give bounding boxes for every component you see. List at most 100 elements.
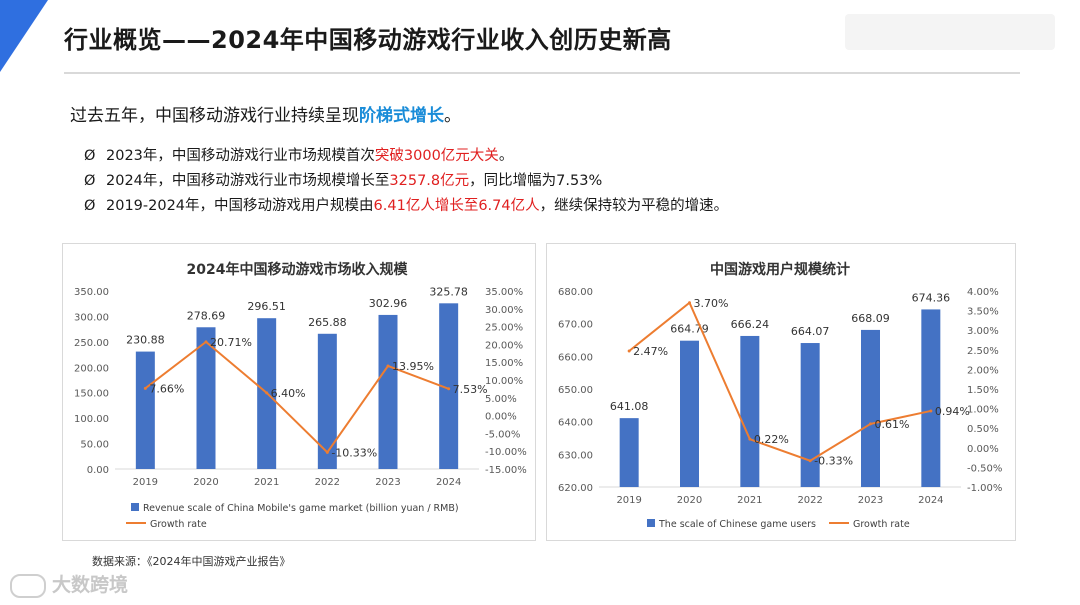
bar-value-label: 296.51 xyxy=(247,300,286,313)
y-tick-label: 150.00 xyxy=(74,389,109,400)
bullet-marker: Ø xyxy=(84,148,96,164)
watermark: 大数跨境 xyxy=(10,570,128,598)
y2-tick-label: 3.00% xyxy=(967,326,999,337)
bar-value-label: 265.88 xyxy=(308,316,347,329)
y2-tick-label: 5.00% xyxy=(485,394,517,405)
bar xyxy=(861,329,880,487)
legend-line-label: Growth rate xyxy=(150,519,207,530)
y2-tick-label: 15.00% xyxy=(485,358,523,369)
growth-rate-point xyxy=(748,437,752,441)
bar-value-label: 302.96 xyxy=(369,297,408,310)
bar xyxy=(439,303,459,469)
y-tick-label: 100.00 xyxy=(74,414,109,425)
bar xyxy=(680,340,699,487)
y-tick-label: 300.00 xyxy=(74,312,109,323)
growth-rate-label: 0.61% xyxy=(875,418,910,431)
bar-value-label: 230.88 xyxy=(126,334,165,347)
bar-value-label: 666.24 xyxy=(731,318,770,331)
growth-rate-label: 2.47% xyxy=(633,345,668,358)
growth-rate-point xyxy=(143,386,147,390)
watermark-logo-icon xyxy=(10,573,46,598)
bullet-list: Ø 2023年，中国移动游戏行业市场规模首次突破3000亿元大关。 Ø 2024年，中… xyxy=(84,144,728,219)
bullet-item: Ø 2019-2024年，中国移动游戏用户规模由6.41亿人增长至6.74亿人，继… xyxy=(84,194,728,219)
bullet-text: 2024年，中国移动游戏行业市场规模增长至 xyxy=(106,173,390,189)
y2-tick-label: 4.00% xyxy=(967,287,999,298)
y2-tick-label: 0.00% xyxy=(967,444,999,455)
y-tick-label: 350.00 xyxy=(74,287,109,298)
revenue-chart-panel: 2024年中国移动游戏市场收入规模 0.00 50.00 100.00 150.00 20… xyxy=(62,243,536,541)
y2-tick-label: 3.50% xyxy=(967,307,999,318)
chart-title: 2024年中国移动游戏市场收入规模 xyxy=(187,261,409,278)
y-tick-label: 200.00 xyxy=(74,363,109,374)
bullet-text: ，同比增幅为7.53% xyxy=(469,173,603,189)
y-tick-label: 630.00 xyxy=(558,450,593,461)
bullet-item: Ø 2024年，中国移动游戏行业市场规模增长至3257.8亿元，同比增幅为7.53… xyxy=(84,169,728,194)
blurred-logo-area xyxy=(845,14,1055,50)
y2-tick-label: -10.00% xyxy=(485,447,527,458)
x-tick-label: 2024 xyxy=(436,477,461,488)
growth-rate-line xyxy=(628,301,932,462)
growth-rate-label: 13.95% xyxy=(392,360,434,373)
bullet-text: 2023年，中国移动游戏行业市场规模首次 xyxy=(106,148,375,164)
x-tick-label: 2020 xyxy=(677,495,702,506)
y-tick-label: 640.00 xyxy=(558,418,593,429)
y2-tick-label: 2.00% xyxy=(967,365,999,376)
x-tick-label: 2023 xyxy=(375,477,400,488)
bar-value-label: 641.08 xyxy=(610,400,649,413)
bar xyxy=(740,335,760,487)
chart-title: 中国游戏用户规模统计 xyxy=(710,261,850,278)
growth-rate-line xyxy=(144,340,450,454)
y-tick-label: 250.00 xyxy=(74,338,109,349)
x-tick-label: 2023 xyxy=(858,495,883,506)
legend-bar-swatch xyxy=(647,519,655,527)
y2-tick-label: -15.00% xyxy=(485,465,527,476)
intro-highlight: 阶梯式增长 xyxy=(359,106,444,126)
growth-rate-point xyxy=(265,391,269,395)
x-tick-label: 2019 xyxy=(616,495,641,506)
page-title: 行业概览——2024年中国移动游戏行业收入创历史新高 xyxy=(64,26,672,54)
y2-tick-label: 0.00% xyxy=(485,412,517,423)
x-tick-label: 2024 xyxy=(918,495,943,506)
y2-tick-label: 2.50% xyxy=(967,346,999,357)
growth-rate-label: 20.71% xyxy=(210,336,252,349)
y2-tick-label: -1.00% xyxy=(967,483,1002,494)
legend-bar-label: The scale of Chinese game users xyxy=(658,519,816,530)
growth-rate-label: 7.53% xyxy=(453,383,488,396)
growth-rate-point xyxy=(204,340,208,344)
y-tick-label: 620.00 xyxy=(558,483,593,494)
data-source: 数据来源：《2024年中国游戏产业报告》 xyxy=(92,555,291,568)
y-tick-label: 670.00 xyxy=(558,320,593,331)
x-tick-label: 2019 xyxy=(133,477,158,488)
y2-tick-label: 30.00% xyxy=(485,305,523,316)
revenue-chart: 2024年中国移动游戏市场收入规模 0.00 50.00 100.00 150.00 20… xyxy=(74,261,527,530)
y-tick-label: 650.00 xyxy=(558,385,593,396)
growth-rate-label: -10.33% xyxy=(331,446,377,459)
bar xyxy=(800,343,820,487)
y2-tick-label: 10.00% xyxy=(485,376,523,387)
bar xyxy=(921,309,941,487)
bullet-highlight: 3257.8亿元 xyxy=(389,173,470,189)
y-tick-label: 0.00 xyxy=(87,465,109,476)
legend-line-label: Growth rate xyxy=(853,519,910,530)
y2-tick-label: 35.00% xyxy=(485,287,523,298)
y2-tick-label: 20.00% xyxy=(485,340,523,351)
y2-tick-label: -0.50% xyxy=(967,463,1002,474)
x-tick-label: 2022 xyxy=(315,477,340,488)
growth-rate-label: 0.22% xyxy=(754,433,789,446)
bar-value-label: 674.36 xyxy=(912,291,951,304)
legend-bar-swatch xyxy=(131,503,139,511)
bar-value-label: 668.09 xyxy=(851,312,890,325)
y2-tick-label: 1.00% xyxy=(967,405,999,416)
growth-rate-label: 0.94% xyxy=(935,405,970,418)
x-tick-label: 2020 xyxy=(193,477,218,488)
growth-rate-point xyxy=(447,387,451,391)
growth-rate-label: 3.70% xyxy=(694,297,729,310)
users-chart: 中国游戏用户规模统计 620.00 630.00 640.00 650.00 660.00… xyxy=(558,261,1002,530)
growth-rate-point xyxy=(869,422,872,426)
y2-tick-label: 25.00% xyxy=(485,323,523,334)
y-tick-label: 50.00 xyxy=(80,440,109,451)
growth-rate-label: 7.66% xyxy=(149,382,184,395)
growth-rate-point xyxy=(627,349,631,353)
bullet-item: Ø 2023年，中国移动游戏行业市场规模首次突破3000亿元大关。 xyxy=(84,144,728,169)
bullet-marker: Ø xyxy=(84,173,96,189)
